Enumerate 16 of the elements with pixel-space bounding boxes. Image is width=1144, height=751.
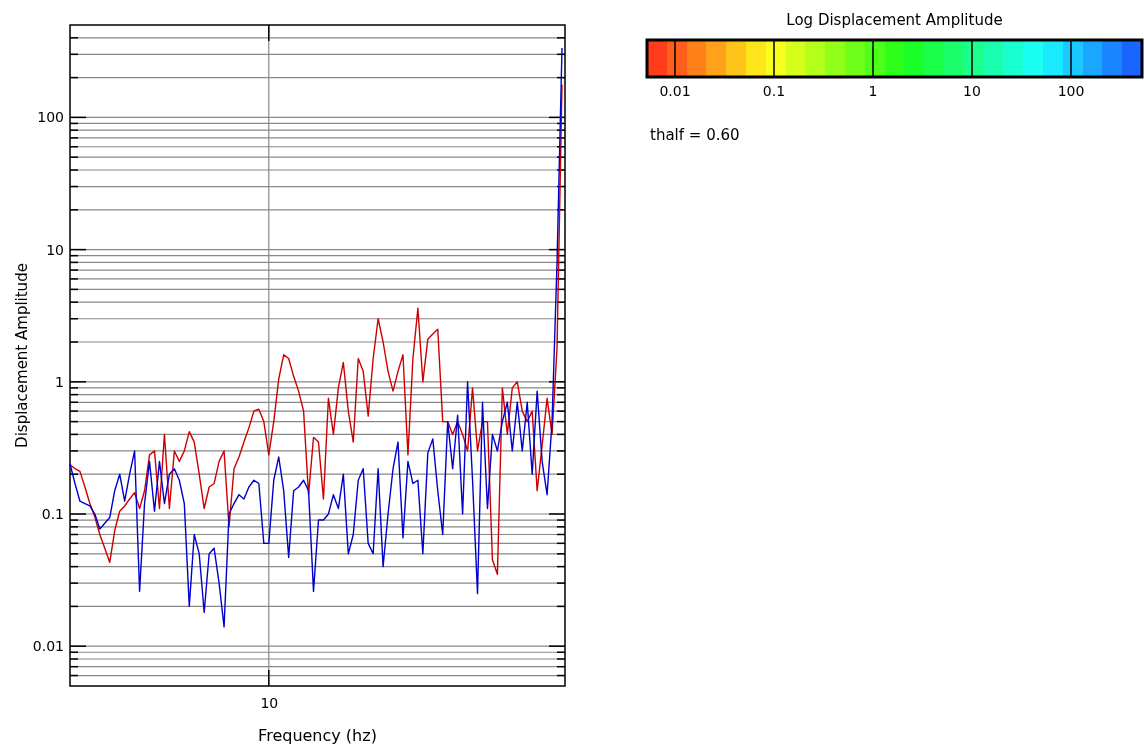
y-tick-label: 100 <box>37 109 64 126</box>
line-series <box>69 83 563 575</box>
y-tick-label: 1 <box>55 373 64 390</box>
text: Log Displacement Amplitude <box>786 11 1003 29</box>
category-label: 1 <box>868 83 878 99</box>
y-tick-label: 0.01 <box>32 638 64 655</box>
text: thalf = 0.60 <box>650 126 740 144</box>
category-label: 0.1 <box>762 83 786 99</box>
x-axis-title: Frequency (hz) <box>258 726 377 745</box>
line-series <box>69 47 563 628</box>
y-tick-label: 0.1 <box>41 505 64 522</box>
category-label: 10 <box>963 83 981 99</box>
y-tick-label: 10 <box>46 241 64 258</box>
category-label: 0.01 <box>659 83 691 99</box>
category-label: 100 <box>1057 83 1085 99</box>
y-axis-title: Displacement Amplitude <box>13 263 31 448</box>
